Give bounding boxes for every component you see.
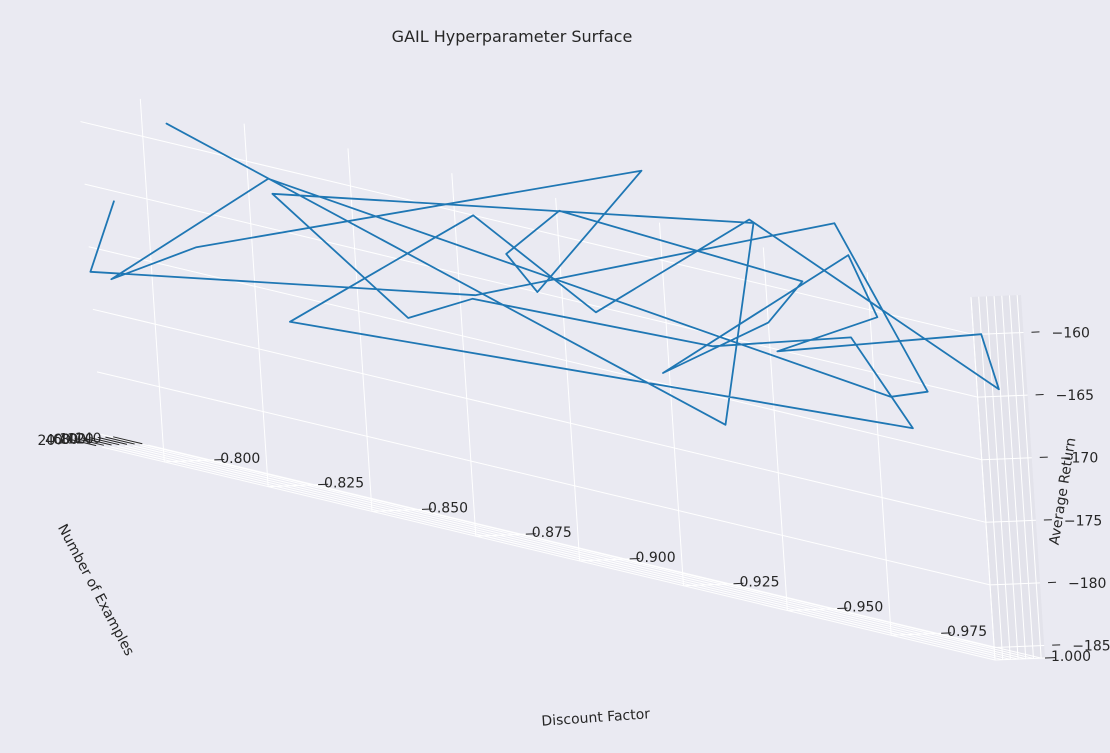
z-gridline-back: [92, 308, 987, 523]
y-gridline-floor: [117, 445, 1011, 660]
tick-marks: [66, 331, 1061, 659]
z-tick-label: −170: [1060, 451, 1098, 467]
x-tick-label: 0.975: [947, 624, 987, 640]
z-tick-label: −175: [1064, 513, 1102, 529]
x-gridline-back: [451, 173, 477, 537]
z-gridline-side: [977, 394, 1028, 398]
z-tick-label: −165: [1056, 388, 1094, 404]
x-gridline-back: [866, 272, 892, 636]
y-gridline-floor: [101, 446, 996, 661]
x-tick-label: 1.000: [1051, 649, 1091, 665]
y-tick-label: 60: [53, 432, 71, 448]
side-pane: [971, 295, 1045, 660]
x-gridline-back: [658, 222, 684, 586]
x-gridline-back: [762, 247, 788, 611]
x-gridline-floor: [994, 657, 1046, 661]
chart-title: GAIL Hyperparameter Surface: [392, 27, 633, 46]
x-tick-label: 0.850: [428, 500, 468, 516]
y-gridline-floor: [124, 445, 1019, 660]
x-tick-label: 0.925: [739, 575, 779, 591]
y-tick-mark: [89, 437, 120, 446]
x-tick-label: 0.875: [532, 525, 572, 541]
y-gridline-side: [1008, 295, 1034, 659]
y-gridline-floor: [140, 444, 1034, 659]
z-gridline-side: [994, 644, 1045, 648]
z-gridline-back: [84, 183, 978, 398]
y-tick-mark: [105, 436, 135, 445]
y-tick-label: 120: [67, 431, 94, 447]
y-gridline-side: [993, 296, 1019, 660]
y-gridline-side: [978, 296, 1004, 660]
y-gridline-side: [970, 296, 996, 661]
z-tick-label: −185: [1072, 639, 1110, 655]
z-gridline-back: [96, 371, 991, 586]
z-gridline-side: [990, 582, 1041, 586]
y-gridline-side: [985, 296, 1011, 660]
series-line: [89, 122, 1000, 430]
y-tick-label: 80: [61, 432, 79, 448]
y-tick-label: 20: [37, 433, 55, 449]
y-tick-mark: [74, 437, 104, 446]
data-lines: [89, 122, 1000, 430]
z-gridline-side: [985, 519, 1036, 523]
z-gridline-back: [88, 246, 982, 461]
y-gridline-side: [1016, 295, 1042, 659]
y-tick-label: 100: [59, 432, 86, 448]
x-gridline-back: [243, 123, 269, 487]
z-gridline-side: [981, 457, 1032, 461]
x-tick-label: 0.825: [324, 476, 364, 492]
y-tick-mark: [97, 436, 128, 445]
x-tick-label: 0.950: [843, 599, 883, 615]
x-gridline-back: [555, 197, 581, 561]
x-axis-label: Discount Factor: [541, 706, 651, 730]
x-gridline-back: [139, 98, 165, 462]
y-gridline-floor: [148, 444, 1042, 659]
z-tick-label: −180: [1068, 576, 1106, 592]
z-gridline-back: [101, 433, 995, 648]
tick-labels: 0.800 0.825 0.850 0.875 0.900 0.925 0.950 0.975…: [37, 326, 1110, 665]
y-tick-mark: [82, 437, 112, 446]
z-tick-label: −160: [1052, 326, 1090, 342]
y-tick-label: 40: [45, 433, 63, 449]
y-gridline-side: [1001, 295, 1027, 659]
x-tick-label: 0.900: [636, 550, 676, 566]
y-tick-label: 140: [75, 431, 102, 447]
y-tick-mark: [66, 438, 97, 447]
y-tick-mark: [113, 436, 143, 445]
x-tick-label: 0.800: [220, 451, 260, 467]
y-gridline-floor: [109, 446, 1003, 661]
y-gridline-floor: [132, 445, 1026, 660]
